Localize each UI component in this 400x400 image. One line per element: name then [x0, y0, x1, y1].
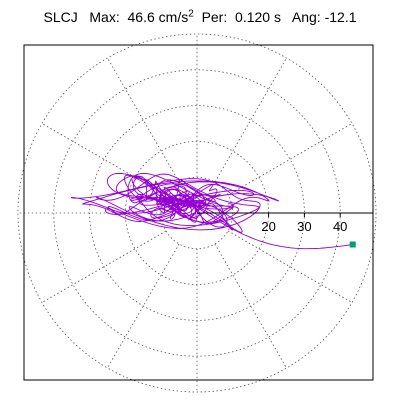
end-point-marker	[349, 241, 356, 248]
max-value: 46.6	[127, 9, 155, 25]
max-unit-exponent: 2	[188, 8, 194, 20]
radial-tick-label-30: 30	[297, 219, 311, 234]
max-unit: cm/s	[158, 9, 189, 25]
period-value: 0.120 s	[235, 9, 281, 25]
radial-tick-label-20: 20	[261, 219, 275, 234]
plot-frame	[23, 44, 374, 381]
trace-line	[70, 172, 353, 250]
motion-trace	[70, 172, 353, 250]
radial-tick-label-40: 40	[333, 219, 347, 234]
grid-ring-5	[17, 33, 377, 393]
angle-label: Ang:	[291, 9, 321, 25]
axes: 20 30 40	[197, 212, 373, 248]
period-label: Per:	[201, 9, 228, 25]
grid-spoke-120	[107, 57, 180, 183]
chart-title: SLCJ Max: 46.6 cm/s2 Per: 0.120 s Ang: -…	[0, 8, 400, 26]
grid-spoke-30	[227, 123, 353, 196]
max-label: Max:	[89, 9, 120, 25]
angle-value: -12.1	[324, 9, 357, 25]
station-code: SLCJ	[43, 9, 78, 25]
grid-spoke-60	[214, 57, 287, 183]
